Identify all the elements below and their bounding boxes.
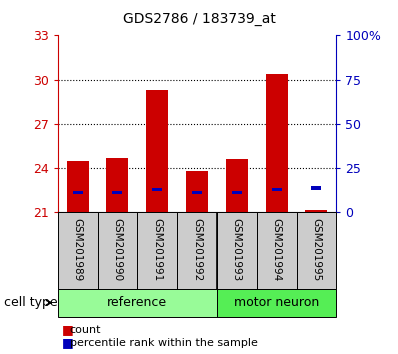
Text: GSM201989: GSM201989 xyxy=(72,218,83,282)
Bar xyxy=(226,159,248,212)
Bar xyxy=(217,289,336,317)
Bar xyxy=(266,74,287,212)
Text: GSM201995: GSM201995 xyxy=(311,218,322,282)
Bar xyxy=(73,191,82,194)
Text: GSM201992: GSM201992 xyxy=(192,218,202,282)
Text: ■: ■ xyxy=(62,324,74,336)
Bar xyxy=(58,289,217,317)
Bar xyxy=(146,90,168,212)
Bar xyxy=(58,212,98,289)
Bar xyxy=(186,171,208,212)
Bar xyxy=(113,191,122,194)
Text: GSM201991: GSM201991 xyxy=(152,218,162,282)
Bar xyxy=(297,212,336,289)
Bar xyxy=(137,212,177,289)
Bar xyxy=(177,212,217,289)
Text: GSM201993: GSM201993 xyxy=(232,218,242,282)
Bar xyxy=(257,212,297,289)
Bar xyxy=(272,188,281,191)
Text: GSM201994: GSM201994 xyxy=(271,218,282,282)
Bar xyxy=(192,191,202,194)
Bar xyxy=(217,212,257,289)
Bar xyxy=(312,187,321,190)
Bar xyxy=(306,210,327,212)
Text: percentile rank within the sample: percentile rank within the sample xyxy=(70,338,258,348)
Bar xyxy=(98,212,137,289)
Bar xyxy=(232,191,242,194)
Text: reference: reference xyxy=(107,296,168,309)
Text: count: count xyxy=(70,325,101,335)
Bar xyxy=(107,158,129,212)
Text: ■: ■ xyxy=(62,336,74,349)
Text: GDS2786 / 183739_at: GDS2786 / 183739_at xyxy=(123,12,275,27)
Text: motor neuron: motor neuron xyxy=(234,296,319,309)
Bar xyxy=(66,161,89,212)
Text: GSM201990: GSM201990 xyxy=(112,218,123,282)
Text: cell type: cell type xyxy=(4,296,58,309)
Bar xyxy=(152,188,162,191)
